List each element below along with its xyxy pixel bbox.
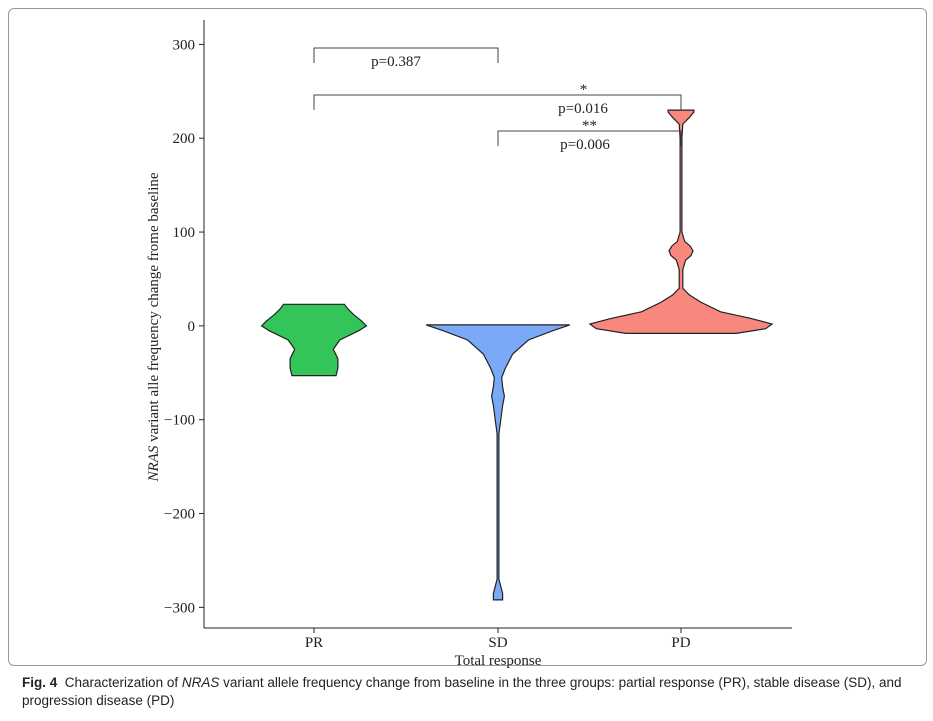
p-value: p=0.387 [371, 54, 421, 70]
caption-italic: NRAS [181, 675, 220, 690]
y-tick-label: 200 [173, 131, 196, 147]
y-tick-label: −100 [164, 413, 195, 429]
significance-bracket [313, 47, 499, 63]
y-axis-label: NRAS variant alle frequency change frome… [146, 172, 162, 482]
y-tick-label: −300 [164, 600, 195, 616]
x-tick-label: PD [671, 635, 690, 651]
significance-bracket [497, 130, 682, 146]
significance-bracket [313, 94, 682, 110]
x-tick-label: SD [488, 635, 507, 651]
x-tick-label: PR [305, 635, 323, 651]
y-tick-label: 100 [173, 225, 196, 241]
p-value: p=0.006 [560, 137, 610, 153]
caption: Fig. 4 Characterization of NRAS variant … [22, 674, 912, 710]
y-label-italic: NRAS [146, 445, 162, 482]
caption-text: variant allele frequency change from bas… [22, 675, 902, 708]
figure-frame [8, 8, 927, 666]
y-label-rest: variant alle frequency change frome base… [146, 172, 162, 446]
p-value: p=0.016 [558, 101, 608, 117]
caption-text: Characterization of [64, 675, 182, 690]
significance-stars: ** [582, 118, 597, 134]
significance-stars: * [580, 82, 588, 98]
y-tick-label: −200 [164, 507, 195, 523]
x-axis-label: Total response [455, 653, 542, 669]
violin [260, 303, 368, 377]
violin [426, 324, 570, 601]
violin [588, 109, 774, 334]
y-tick-label: 300 [173, 37, 196, 53]
y-tick-label: 0 [188, 319, 196, 335]
caption-fig: Fig. 4 [22, 675, 58, 690]
